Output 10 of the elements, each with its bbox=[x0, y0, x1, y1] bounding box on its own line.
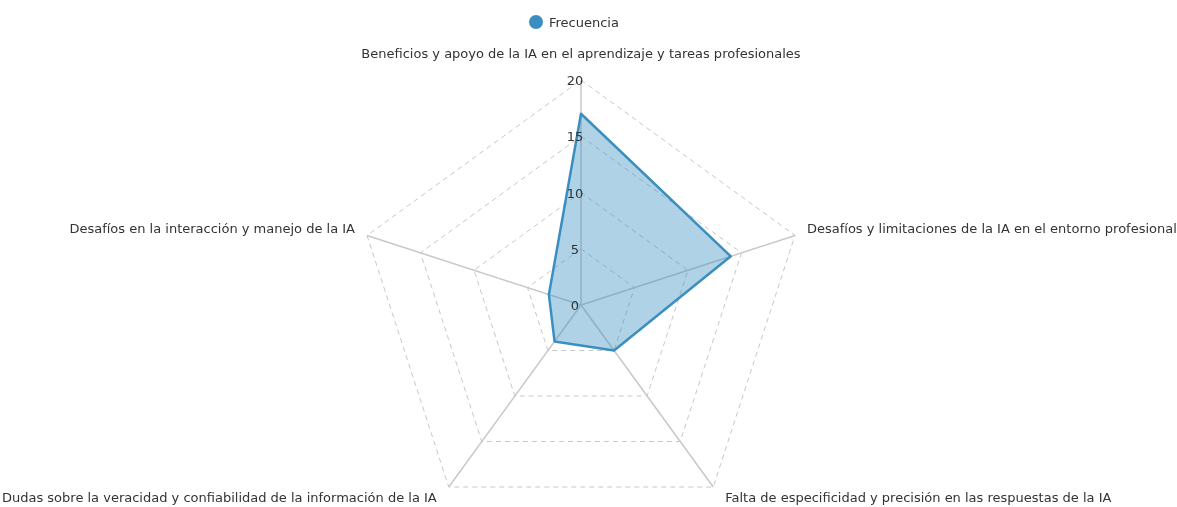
spoke-label: Desafíos en la interacción y manejo de la IA bbox=[69, 221, 356, 237]
y-tick-label: 20 bbox=[566, 73, 584, 88]
y-tick-label: 10 bbox=[566, 185, 584, 201]
y-tick-label: 5 bbox=[570, 241, 580, 257]
spoke-label: Beneficios y apoyo de la IA en el aprendizaje y tareas profesionales bbox=[361, 46, 801, 61]
spoke-label: Falta de especificidad y precisión en las respuestas de la IA bbox=[725, 490, 1112, 506]
legend-label: Frecuencia bbox=[549, 15, 619, 30]
spoke-label: Desafíos y limitaciones de la IA en el entorno profesional bbox=[806, 221, 1177, 237]
spoke-label: Dudas sobre la veracidad y confiabilidad de la información de la IA bbox=[1, 490, 437, 506]
y-tick-label: 0 bbox=[570, 298, 580, 313]
